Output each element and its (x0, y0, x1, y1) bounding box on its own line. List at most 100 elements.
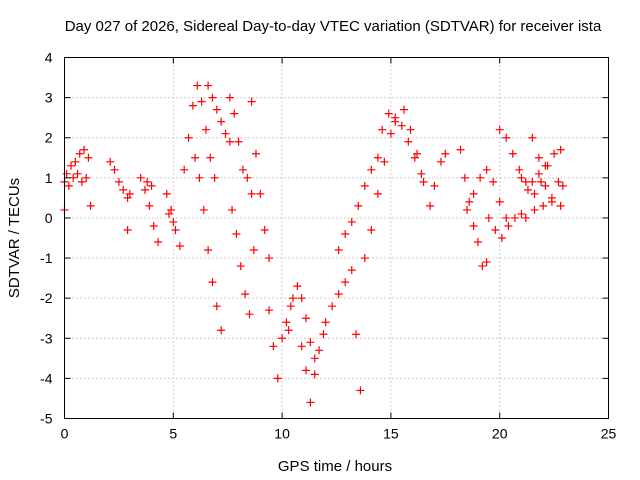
data-point (217, 326, 226, 335)
data-point (164, 209, 173, 218)
data-point (221, 129, 230, 138)
y-axis-label: SDTVAR / TECUs (6, 178, 23, 298)
data-point (495, 197, 504, 206)
data-point (502, 133, 511, 142)
series-track-n (297, 330, 328, 407)
data-point (360, 254, 369, 263)
data-point (319, 330, 328, 339)
data-point (508, 149, 517, 158)
data-point (247, 189, 256, 198)
data-point (269, 342, 278, 351)
data-point (147, 181, 156, 190)
data-point (430, 181, 439, 190)
data-point (523, 185, 532, 194)
data-point (386, 129, 395, 138)
data-point (482, 258, 491, 267)
data-point (476, 173, 485, 182)
data-point (510, 213, 519, 222)
data-point (136, 173, 145, 182)
x-tick-label: 0 (61, 426, 69, 442)
data-point (188, 101, 197, 110)
data-point (478, 262, 487, 271)
data-point (354, 201, 363, 210)
data-point (537, 177, 546, 186)
data-point (80, 145, 89, 154)
data-point (417, 169, 426, 178)
data-point (212, 302, 221, 311)
data-point (328, 302, 337, 311)
x-tick-label: 5 (169, 426, 177, 442)
data-point (210, 173, 219, 182)
data-point (123, 225, 132, 234)
data-point (554, 177, 563, 186)
data-point (378, 125, 387, 134)
data-point (284, 326, 293, 335)
data-point (436, 157, 445, 166)
data-point (539, 201, 548, 210)
y-tick-label: 2 (45, 130, 53, 146)
chart-title: Day 027 of 2026, Sidereal Day-to-day VTE… (65, 18, 602, 35)
series-track-b (60, 169, 95, 210)
series-track-d (136, 173, 163, 247)
data-point (315, 346, 324, 355)
data-point (114, 177, 123, 186)
series-track-t (456, 145, 491, 271)
data-point (125, 189, 134, 198)
y-tick-label: -2 (40, 290, 53, 306)
series-track-m (284, 282, 319, 363)
data-point (162, 189, 171, 198)
data-point (119, 185, 128, 194)
data-point (197, 97, 206, 106)
data-point (260, 225, 269, 234)
series-track-v (484, 209, 526, 242)
data-point (71, 157, 80, 166)
data-point (206, 153, 215, 162)
data-point (352, 330, 361, 339)
data-point (460, 173, 469, 182)
data-point (75, 149, 84, 158)
data-point (243, 173, 252, 182)
series-track-o (321, 266, 365, 395)
data-point (558, 181, 567, 190)
data-point (286, 302, 295, 311)
data-point (341, 229, 350, 238)
data-point (297, 342, 306, 351)
data-point (217, 117, 226, 126)
data-point (251, 149, 260, 158)
y-tick-label: 1 (45, 170, 53, 186)
data-point (528, 133, 537, 142)
data-point (367, 225, 376, 234)
data-point (86, 201, 95, 210)
data-point (77, 177, 86, 186)
data-point (234, 137, 243, 146)
data-point (167, 205, 176, 214)
series-track-g (191, 153, 226, 335)
data-point (469, 189, 478, 198)
data-point (502, 213, 511, 222)
data-point (306, 398, 315, 407)
data-point (373, 189, 382, 198)
data-point (184, 133, 193, 142)
data-point (556, 145, 565, 154)
x-tick-label: 25 (601, 426, 617, 442)
data-point (310, 370, 319, 379)
data-point (463, 205, 472, 214)
y-tick-label: 3 (45, 90, 53, 106)
series-track-a (60, 145, 93, 214)
data-point (241, 290, 250, 299)
data-point (517, 173, 526, 182)
data-point (297, 294, 306, 303)
data-point (110, 165, 119, 174)
y-tick-label: -4 (40, 370, 53, 386)
data-point (282, 318, 291, 327)
data-point (491, 225, 500, 234)
data-point (73, 169, 82, 178)
data-point (273, 374, 282, 383)
data-point (247, 97, 256, 106)
data-layer (60, 81, 567, 407)
data-point (265, 254, 274, 263)
series-track-w (495, 125, 550, 186)
data-point (521, 213, 530, 222)
data-point (517, 209, 526, 218)
